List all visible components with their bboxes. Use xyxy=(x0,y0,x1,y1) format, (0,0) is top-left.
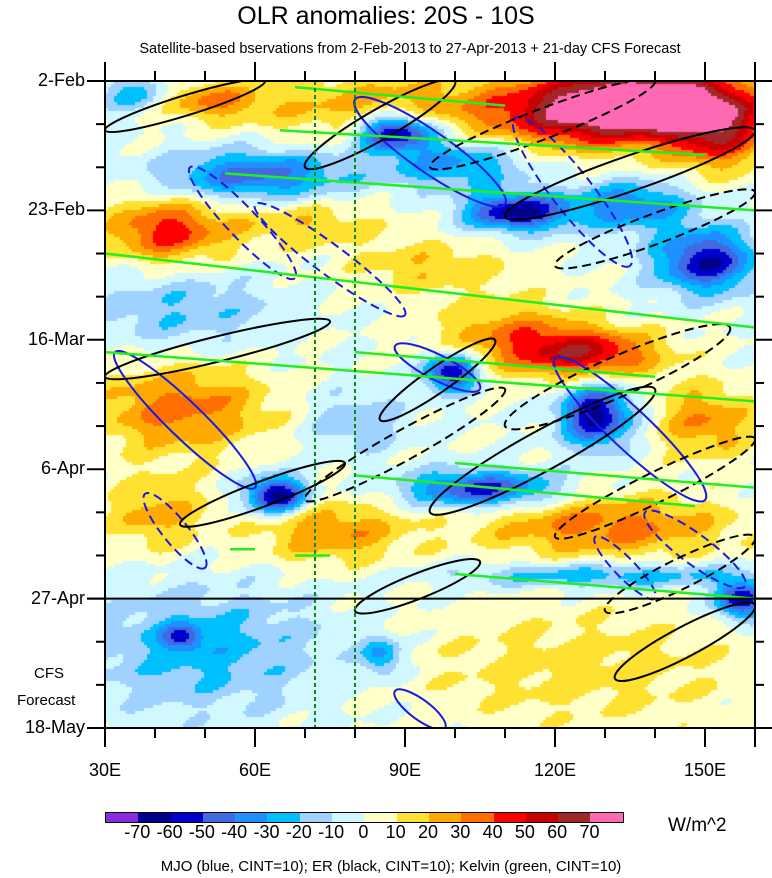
er-contour-3 xyxy=(503,126,755,221)
forecast-label-line2: Forecast xyxy=(17,692,76,709)
colorbar-label: 60 xyxy=(547,822,568,842)
y-tick-label: 18-May xyxy=(24,717,85,737)
colorbar-swatch xyxy=(590,813,623,822)
mjo-contour-2 xyxy=(142,492,208,570)
colorbar-swatch xyxy=(235,813,268,822)
er-contour-7 xyxy=(303,386,507,503)
colorbar-label: -20 xyxy=(285,822,312,842)
colorbar-label: -40 xyxy=(221,822,248,842)
colorbar-swatch xyxy=(461,813,494,822)
colorbar-swatch xyxy=(493,813,526,822)
er-contour-10 xyxy=(428,385,657,516)
colorbar-label: 30 xyxy=(450,822,471,842)
mjo-contour-0 xyxy=(187,165,298,281)
y-tick-label: 27-Apr xyxy=(30,587,85,608)
kelvin-contour-1 xyxy=(279,129,706,157)
kelvin-contour-3 xyxy=(105,252,755,329)
colorbar xyxy=(105,812,624,823)
y-tick-label: 16-Mar xyxy=(27,328,85,349)
y-tick-label: 23-Feb xyxy=(27,199,85,220)
colorbar-swatch xyxy=(299,813,333,822)
kelvin-contour-7 xyxy=(454,461,755,489)
colorbar-label: 0 xyxy=(358,822,369,842)
contour-legend: MJO (blue, CINT=10); ER (black, CINT=10)… xyxy=(160,858,622,875)
er-contour-1 xyxy=(303,81,457,171)
kelvin-contour-5 xyxy=(354,350,656,379)
colorbar-swatch xyxy=(202,813,236,822)
colorbar-swatch xyxy=(170,813,203,822)
colorbar-swatch xyxy=(428,813,462,822)
colorbar-swatch xyxy=(267,813,300,822)
mjo-contour-3 xyxy=(353,95,507,208)
mjo-contour-5 xyxy=(393,342,482,393)
colorbar-label: 70 xyxy=(579,822,600,842)
x-tick-label: 30E xyxy=(88,760,122,780)
colorbar-label: -10 xyxy=(318,822,345,842)
colorbar-swatch xyxy=(558,813,591,822)
x-tick-label: 150E xyxy=(683,760,727,780)
mjo-contour-7 xyxy=(643,509,747,590)
colorbar-label: 40 xyxy=(482,822,503,842)
plot-frame xyxy=(104,80,756,729)
mjo-contour-6 xyxy=(552,355,708,503)
er-contour-12 xyxy=(353,558,482,615)
colorbar-swatch xyxy=(106,813,139,822)
er-contour-13 xyxy=(603,533,755,615)
colorbar-swatch xyxy=(364,813,397,822)
er-contour-4 xyxy=(553,188,755,270)
mjo-contour-10 xyxy=(253,201,407,318)
kelvin-contour-10 xyxy=(454,572,755,600)
colorbar-swatch xyxy=(525,813,559,822)
chart-title: OLR anomalies: 20S - 10S xyxy=(237,2,535,30)
x-tick-label: 90E xyxy=(388,760,422,780)
colorbar-label: 10 xyxy=(385,822,406,842)
x-tick-label: 120E xyxy=(533,760,577,780)
colorbar-swatch xyxy=(396,813,429,822)
er-contour-14 xyxy=(613,601,755,683)
colorbar-swatch xyxy=(138,813,171,822)
colorbar-swatch xyxy=(332,813,365,822)
colorbar-label: -50 xyxy=(188,822,215,842)
kelvin-contour-0 xyxy=(294,85,506,107)
er-contour-9 xyxy=(178,459,347,528)
colorbar-label: -70 xyxy=(124,822,151,842)
mjo-contour-8 xyxy=(593,535,657,601)
colorbar-units: W/m^2 xyxy=(668,815,727,836)
colorbar-label: 20 xyxy=(417,822,439,842)
forecast-label-line1: CFS xyxy=(34,665,64,682)
mjo-contour-4 xyxy=(511,115,634,268)
kelvin-contour-6 xyxy=(354,474,696,508)
er-contour-6 xyxy=(378,337,497,423)
y-tick-label: 6-Apr xyxy=(40,458,85,479)
er-contour-5 xyxy=(105,317,332,381)
er-contour-11 xyxy=(553,435,755,540)
y-tick-label: 2-Feb xyxy=(37,70,85,90)
er-contour-2 xyxy=(428,81,657,171)
colorbar-label: -30 xyxy=(253,822,280,842)
er-contour-8 xyxy=(503,323,732,431)
colorbar-label: 50 xyxy=(514,822,535,842)
kelvin-contour-4 xyxy=(105,350,755,403)
chart-subtitle: Satellite-based bservations from 2-Feb-2… xyxy=(139,41,681,57)
kelvin-contour-2 xyxy=(224,172,755,212)
x-tick-label: 60E xyxy=(238,760,272,780)
colorbar-label: -60 xyxy=(156,822,183,842)
